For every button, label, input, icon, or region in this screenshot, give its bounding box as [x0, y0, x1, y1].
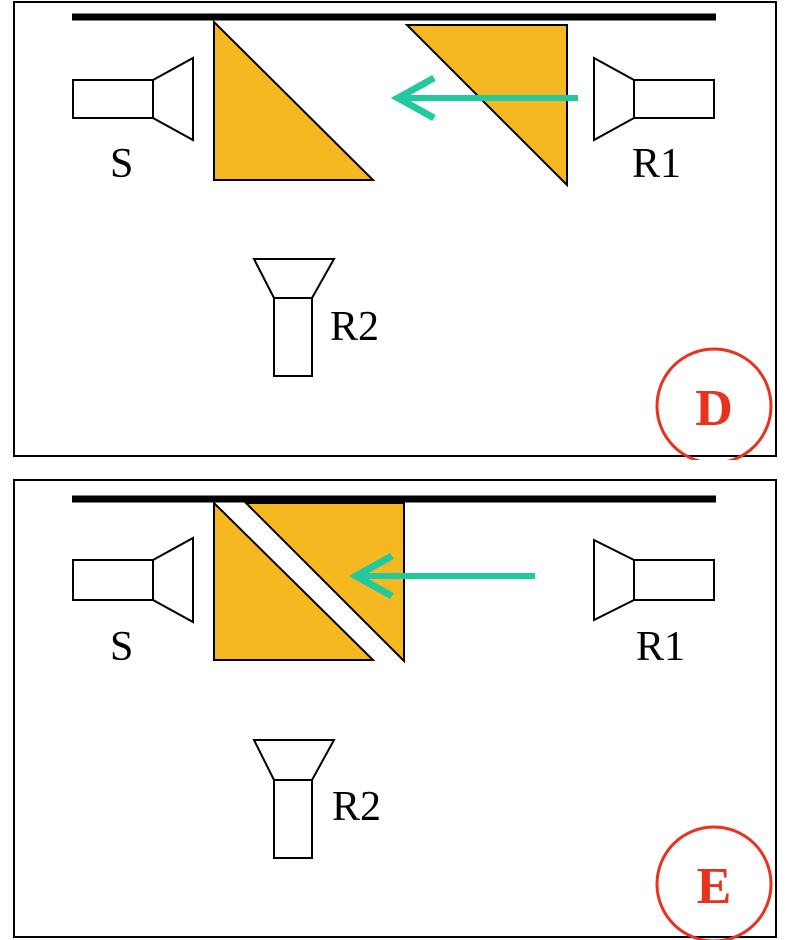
left-prism — [213, 19, 376, 181]
panel-badge: D — [655, 347, 773, 460]
receiver2-horn-icon — [252, 739, 336, 859]
source-horn-icon — [72, 56, 194, 142]
panel-e-diagram: S R1 R2 E — [13, 479, 777, 940]
wave-arrow — [348, 552, 535, 600]
panel-d-diagram: S R1 R2 D — [13, 1, 777, 460]
wave-arrow — [390, 74, 578, 122]
right-prism — [243, 502, 405, 664]
receiver1-horn-icon — [593, 538, 715, 622]
source-label: S — [110, 624, 133, 670]
receiver1-label: R1 — [632, 141, 681, 187]
right-prism — [404, 24, 568, 188]
badge-letter: E — [697, 858, 732, 915]
panel-e: S R1 R2 E — [0, 470, 788, 940]
panel-frame — [13, 1, 777, 457]
source-label: S — [110, 141, 133, 187]
receiver2-horn-icon — [252, 258, 336, 377]
receiver2-label: R2 — [332, 784, 381, 830]
source-horn-icon — [72, 536, 194, 624]
receiver1-horn-icon — [593, 56, 715, 142]
badge-letter: D — [695, 380, 733, 437]
panel-d: S R1 R2 D — [0, 0, 788, 460]
receiver2-label: R2 — [330, 304, 379, 350]
panel-badge: E — [655, 825, 773, 940]
receiver1-label: R1 — [636, 624, 685, 670]
left-prism — [213, 500, 376, 661]
